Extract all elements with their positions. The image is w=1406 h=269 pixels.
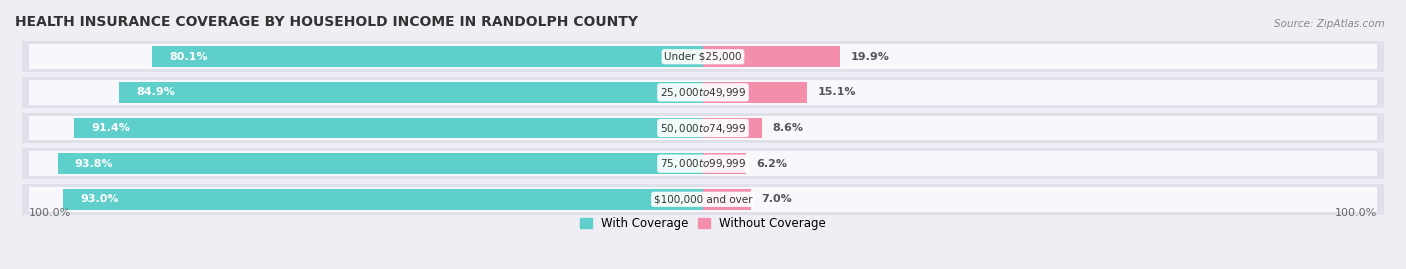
- Bar: [22, 148, 1384, 179]
- Bar: [703, 46, 839, 67]
- Bar: [703, 118, 762, 138]
- Bar: [22, 184, 1384, 215]
- Bar: [703, 189, 751, 210]
- Text: 100.0%: 100.0%: [1334, 208, 1378, 218]
- Text: 6.2%: 6.2%: [756, 159, 787, 169]
- Bar: [703, 82, 807, 103]
- Text: Under $25,000: Under $25,000: [664, 52, 742, 62]
- Legend: With Coverage, Without Coverage: With Coverage, Without Coverage: [575, 212, 831, 235]
- Text: 19.9%: 19.9%: [851, 52, 889, 62]
- Text: $25,000 to $49,999: $25,000 to $49,999: [659, 86, 747, 99]
- Text: 84.9%: 84.9%: [136, 87, 174, 97]
- Text: $50,000 to $74,999: $50,000 to $74,999: [659, 122, 747, 134]
- Bar: [703, 153, 745, 174]
- Bar: [28, 44, 1378, 69]
- Text: 93.8%: 93.8%: [75, 159, 114, 169]
- Text: 93.0%: 93.0%: [80, 194, 120, 204]
- Text: 7.0%: 7.0%: [762, 194, 792, 204]
- Text: $100,000 and over: $100,000 and over: [654, 194, 752, 204]
- Bar: [75, 118, 703, 138]
- Text: 100.0%: 100.0%: [28, 208, 72, 218]
- Bar: [22, 41, 1384, 72]
- Bar: [28, 80, 1378, 105]
- Text: HEALTH INSURANCE COVERAGE BY HOUSEHOLD INCOME IN RANDOLPH COUNTY: HEALTH INSURANCE COVERAGE BY HOUSEHOLD I…: [15, 15, 638, 29]
- Text: 80.1%: 80.1%: [169, 52, 208, 62]
- Bar: [22, 113, 1384, 143]
- Bar: [120, 82, 703, 103]
- Text: Source: ZipAtlas.com: Source: ZipAtlas.com: [1274, 19, 1385, 29]
- Text: 15.1%: 15.1%: [817, 87, 856, 97]
- Bar: [63, 189, 703, 210]
- Bar: [28, 187, 1378, 212]
- Bar: [28, 115, 1378, 140]
- Bar: [22, 77, 1384, 108]
- Text: 8.6%: 8.6%: [772, 123, 803, 133]
- Bar: [58, 153, 703, 174]
- Bar: [28, 151, 1378, 176]
- Bar: [152, 46, 703, 67]
- Text: 91.4%: 91.4%: [91, 123, 131, 133]
- Text: $75,000 to $99,999: $75,000 to $99,999: [659, 157, 747, 170]
